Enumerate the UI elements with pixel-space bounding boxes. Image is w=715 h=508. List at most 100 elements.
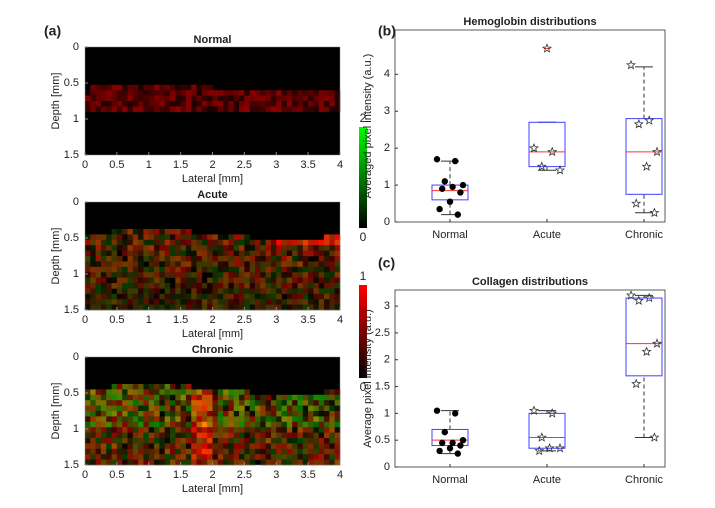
- x-axis-label: Lateral [mm]: [182, 328, 243, 340]
- pixel: [90, 90, 96, 96]
- pixel: [85, 101, 91, 107]
- pixel: [286, 411, 293, 417]
- pixel: [329, 443, 335, 450]
- pixel: [329, 459, 335, 466]
- pixel: [318, 293, 325, 300]
- pixel: [286, 283, 293, 289]
- pixel: [185, 448, 192, 455]
- pixel: [292, 304, 298, 311]
- pixel: [329, 256, 335, 262]
- pixel: [255, 443, 261, 450]
- data-point: [449, 439, 456, 447]
- pixel: [207, 394, 213, 401]
- pixel: [196, 438, 203, 444]
- pixel: [143, 438, 150, 444]
- pixel: [265, 288, 272, 295]
- pixel: [212, 459, 219, 466]
- pixel: [302, 90, 309, 96]
- pixel: [239, 90, 245, 96]
- pixel: [270, 394, 277, 401]
- pixel: [148, 283, 155, 289]
- pixel: [85, 304, 91, 311]
- pixel: [329, 106, 335, 113]
- pixel: [302, 411, 309, 417]
- pixel: [127, 394, 134, 401]
- pixel: [185, 245, 192, 251]
- pixel: [122, 459, 128, 466]
- pixel: [175, 245, 181, 251]
- pixel: [154, 389, 160, 396]
- pixel: [260, 239, 266, 246]
- pixel: [85, 245, 91, 251]
- pixel: [329, 272, 335, 278]
- pixel: [132, 293, 139, 300]
- pixel: [138, 293, 144, 300]
- pixel: [148, 416, 155, 423]
- pixel: [318, 272, 325, 278]
- pixel: [217, 438, 224, 444]
- pixel: [148, 261, 155, 268]
- pixel: [159, 283, 165, 289]
- pixel: [207, 405, 213, 412]
- pixel: [164, 400, 171, 406]
- pixel: [201, 90, 208, 96]
- pixel: [154, 101, 160, 107]
- pixel: [116, 394, 123, 401]
- pixel: [159, 405, 165, 412]
- pixel: [175, 283, 181, 289]
- pixel: [255, 250, 261, 257]
- pixel: [143, 405, 150, 412]
- pixel: [324, 304, 330, 311]
- pixel: [138, 288, 144, 295]
- pixel: [106, 389, 112, 396]
- pixel: [286, 299, 293, 305]
- pixel: [180, 272, 187, 278]
- pixel: [164, 304, 171, 311]
- pixel: [270, 277, 277, 284]
- pixel: [329, 448, 335, 455]
- pixel: [138, 277, 144, 284]
- pixel: [302, 256, 309, 262]
- pixel: [260, 101, 266, 107]
- pixel: [185, 304, 192, 311]
- pixel: [122, 250, 128, 257]
- pixel: [324, 389, 330, 396]
- pixel: [148, 459, 155, 466]
- pixel: [308, 293, 314, 300]
- pixel: [154, 299, 160, 305]
- pixel: [292, 448, 298, 455]
- pixel: [143, 272, 150, 278]
- pixel: [170, 421, 176, 428]
- pixel: [207, 245, 213, 251]
- pixel: [95, 459, 102, 466]
- pixel: [270, 438, 277, 444]
- pixel: [100, 394, 107, 401]
- axes-frame: [394, 289, 666, 468]
- pixel: [148, 272, 155, 278]
- pixel: [308, 277, 314, 284]
- pixel: [255, 288, 261, 295]
- pixel: [127, 299, 134, 305]
- pixel: [255, 245, 261, 251]
- x-tick-label: 3.5: [300, 469, 315, 481]
- pixel: [244, 421, 250, 428]
- pixel: [180, 245, 187, 251]
- pixel: [85, 266, 91, 273]
- pixel: [270, 421, 277, 428]
- pixel: [116, 239, 123, 246]
- pixel: [154, 443, 160, 450]
- pixel: [106, 438, 112, 444]
- pixel: [132, 400, 139, 406]
- pixel: [286, 459, 293, 466]
- pixel: [100, 443, 107, 450]
- pixel: [170, 400, 176, 406]
- pixel: [132, 266, 139, 273]
- pixel: [196, 427, 203, 433]
- pixel: [228, 283, 235, 289]
- pixel: [334, 299, 341, 305]
- pixel: [154, 411, 160, 417]
- pixel: [244, 304, 250, 311]
- pixel: [276, 266, 282, 273]
- pixel: [281, 400, 288, 406]
- pixel: [313, 421, 320, 428]
